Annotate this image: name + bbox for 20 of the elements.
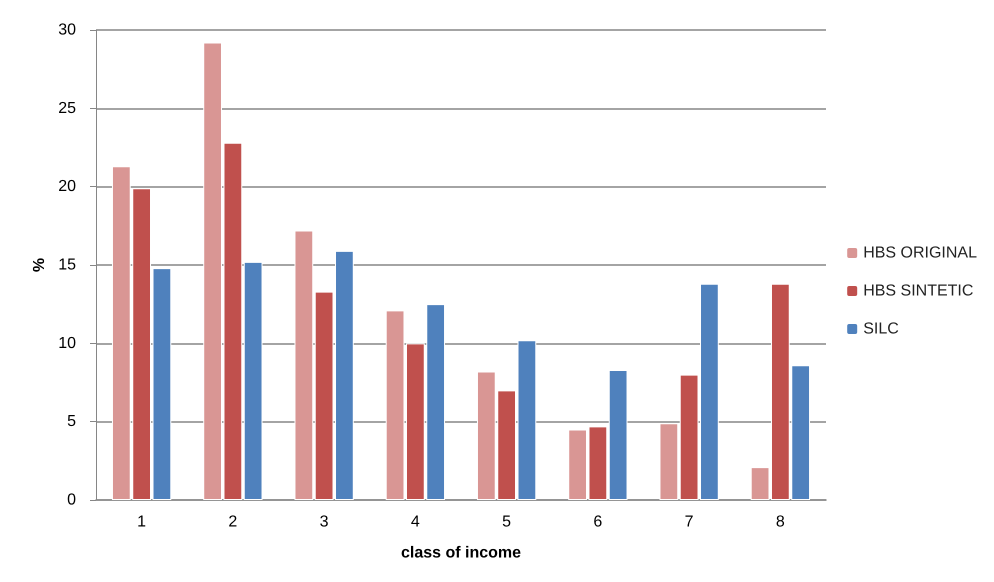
x-tick-label: 3 xyxy=(320,514,329,530)
legend-label: HBS ORIGINAL xyxy=(863,244,978,262)
x-tick-label: 5 xyxy=(502,514,512,530)
x-tick-label: 4 xyxy=(410,514,420,530)
x-tick-label: 1 xyxy=(137,514,146,530)
y-tick-label: 5 xyxy=(67,413,76,430)
y-tick-label: 25 xyxy=(58,100,76,117)
legend-label: SILC xyxy=(863,320,899,338)
x-tick-label: 7 xyxy=(684,514,694,530)
y-tick-label: 20 xyxy=(58,178,76,196)
x-axis-title: class of income xyxy=(400,544,522,562)
y-tick-label: 0 xyxy=(67,492,76,508)
y-tick-label: 15 xyxy=(58,256,76,274)
y-tick-label: 10 xyxy=(58,334,76,352)
x-tick-label: 6 xyxy=(593,514,602,530)
legend-label: HBS SINTETIC xyxy=(863,282,974,300)
y-tick-label: 30 xyxy=(58,22,76,38)
x-tick-label: 8 xyxy=(776,514,785,530)
x-tick-label: 2 xyxy=(228,514,238,530)
y-axis-title: % xyxy=(30,258,48,272)
